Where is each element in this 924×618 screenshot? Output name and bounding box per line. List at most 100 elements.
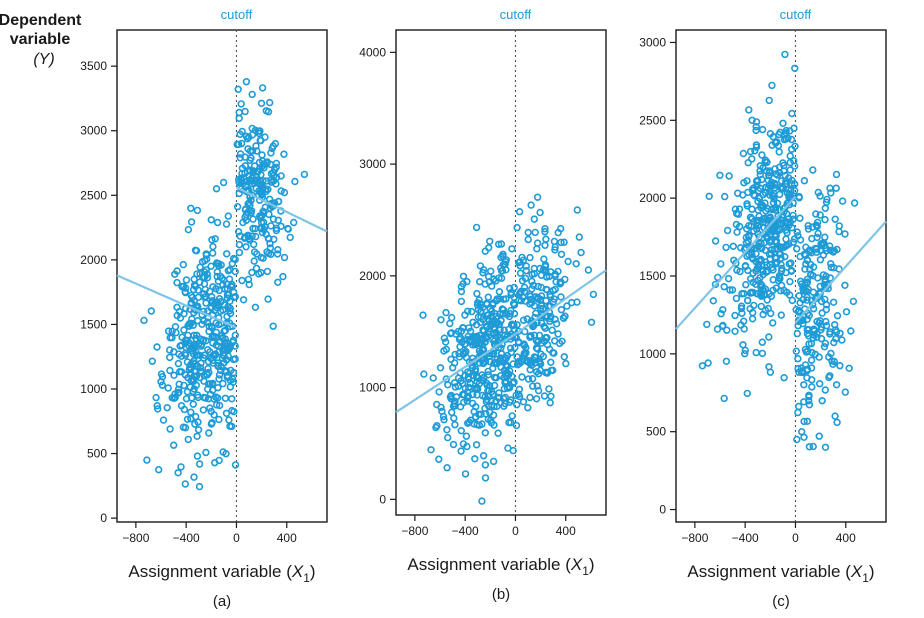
scatter-point (238, 276, 246, 285)
scatter-point (489, 411, 498, 419)
y-tick-label: 0 (100, 511, 107, 525)
scatter-point (831, 215, 839, 223)
scatter-point (204, 346, 212, 354)
panel-c: cutoff −800 −400 0 400 0 500 1000 1500 2000 2500 30… (639, 7, 887, 610)
scatter-point (214, 394, 222, 402)
scatter-point (756, 274, 764, 282)
scatter-point (842, 308, 851, 316)
scatter-point (498, 305, 506, 313)
scatter-point (203, 274, 212, 282)
scatter-point (473, 384, 481, 392)
scatter-point (756, 170, 764, 179)
scatter-point (280, 253, 289, 262)
scatter-point (468, 307, 476, 316)
scatter-point (442, 308, 450, 317)
scatter-point (250, 240, 258, 249)
scatter-point (200, 280, 209, 288)
scatter-point (522, 349, 530, 357)
scatter-point (470, 420, 478, 428)
scatter-point (481, 338, 489, 346)
scatter-point (759, 164, 767, 172)
scatter-point (826, 184, 834, 192)
scatter-point (274, 216, 282, 225)
scatter-point (222, 220, 231, 228)
scatter-point (485, 392, 493, 401)
scatter-point (223, 250, 231, 258)
scatter-point (807, 376, 816, 384)
scatter-point (241, 162, 250, 170)
scatter-point (190, 473, 198, 481)
y-tick-label: 2000 (80, 253, 107, 267)
scatter-point (508, 245, 516, 253)
scatter-point (172, 328, 180, 337)
scatter-point (749, 255, 757, 263)
scatter-point (469, 318, 477, 326)
scatter-point (821, 443, 830, 451)
scatter-point (558, 337, 566, 345)
scatter-point (221, 394, 230, 402)
panel-label: (a) (213, 593, 231, 610)
scatter-point (536, 208, 544, 217)
scatter-point (755, 194, 764, 203)
y-tick-label: 2000 (359, 269, 386, 283)
panel-b: cutoff−800 −400 0 40001000200030004000Assig… (359, 7, 607, 603)
scatter-point (771, 203, 780, 212)
scatter-point (452, 393, 461, 401)
scatter-point (520, 341, 529, 350)
scatter-point (261, 133, 269, 141)
scatter-point (531, 228, 539, 237)
scatter-point (527, 201, 535, 209)
scatter-point (238, 169, 246, 178)
scatter-point (231, 267, 239, 276)
scatter-point (509, 299, 518, 308)
scatter-point (733, 266, 741, 274)
scatter-point (220, 327, 228, 335)
scatter-point (785, 260, 793, 268)
scatter-point (720, 192, 729, 201)
scatter-point (728, 286, 737, 294)
scatter-point (796, 214, 804, 222)
scatter-point (440, 416, 448, 424)
scatter-point (187, 319, 195, 327)
scatter-point (166, 334, 174, 342)
scatter-point (263, 158, 271, 166)
scatter-point (573, 206, 581, 214)
scatter-point (743, 296, 752, 305)
scatter-point (523, 315, 531, 323)
scatter-point (202, 299, 210, 307)
scatter-point (170, 348, 178, 356)
scatter-point (743, 389, 751, 398)
scatter-point (733, 228, 741, 236)
scatter-point (456, 343, 464, 351)
scatter-point (457, 287, 466, 296)
scatter-point (786, 193, 794, 201)
scatter-point (752, 348, 760, 357)
scatter-point (528, 277, 536, 286)
scatter-point (809, 442, 817, 451)
scatter-point (836, 362, 844, 370)
scatter-point (180, 405, 189, 414)
scatter-point (221, 367, 229, 375)
scatter-point (773, 171, 782, 179)
scatter-point (202, 266, 210, 274)
scatter-point (757, 244, 766, 253)
scatter-point (803, 365, 812, 373)
scatter-point (257, 99, 266, 108)
scatter-point (831, 412, 839, 420)
scatter-point (797, 428, 806, 436)
scatter-point (245, 176, 254, 184)
scatter-point (484, 367, 492, 376)
scatter-point (248, 191, 256, 199)
y-tick-label: 2500 (639, 113, 666, 127)
fit-line-left (395, 333, 517, 414)
scatter-point (246, 167, 255, 175)
scatter-point (208, 380, 216, 388)
scatter-point (524, 228, 532, 237)
scatter-point (732, 294, 741, 303)
scatter-point (744, 266, 752, 275)
scatter-point (248, 268, 256, 277)
scatter-point (497, 264, 505, 272)
scatter-point (788, 109, 796, 118)
scatter-point (783, 241, 791, 249)
scatter-point (463, 397, 471, 405)
